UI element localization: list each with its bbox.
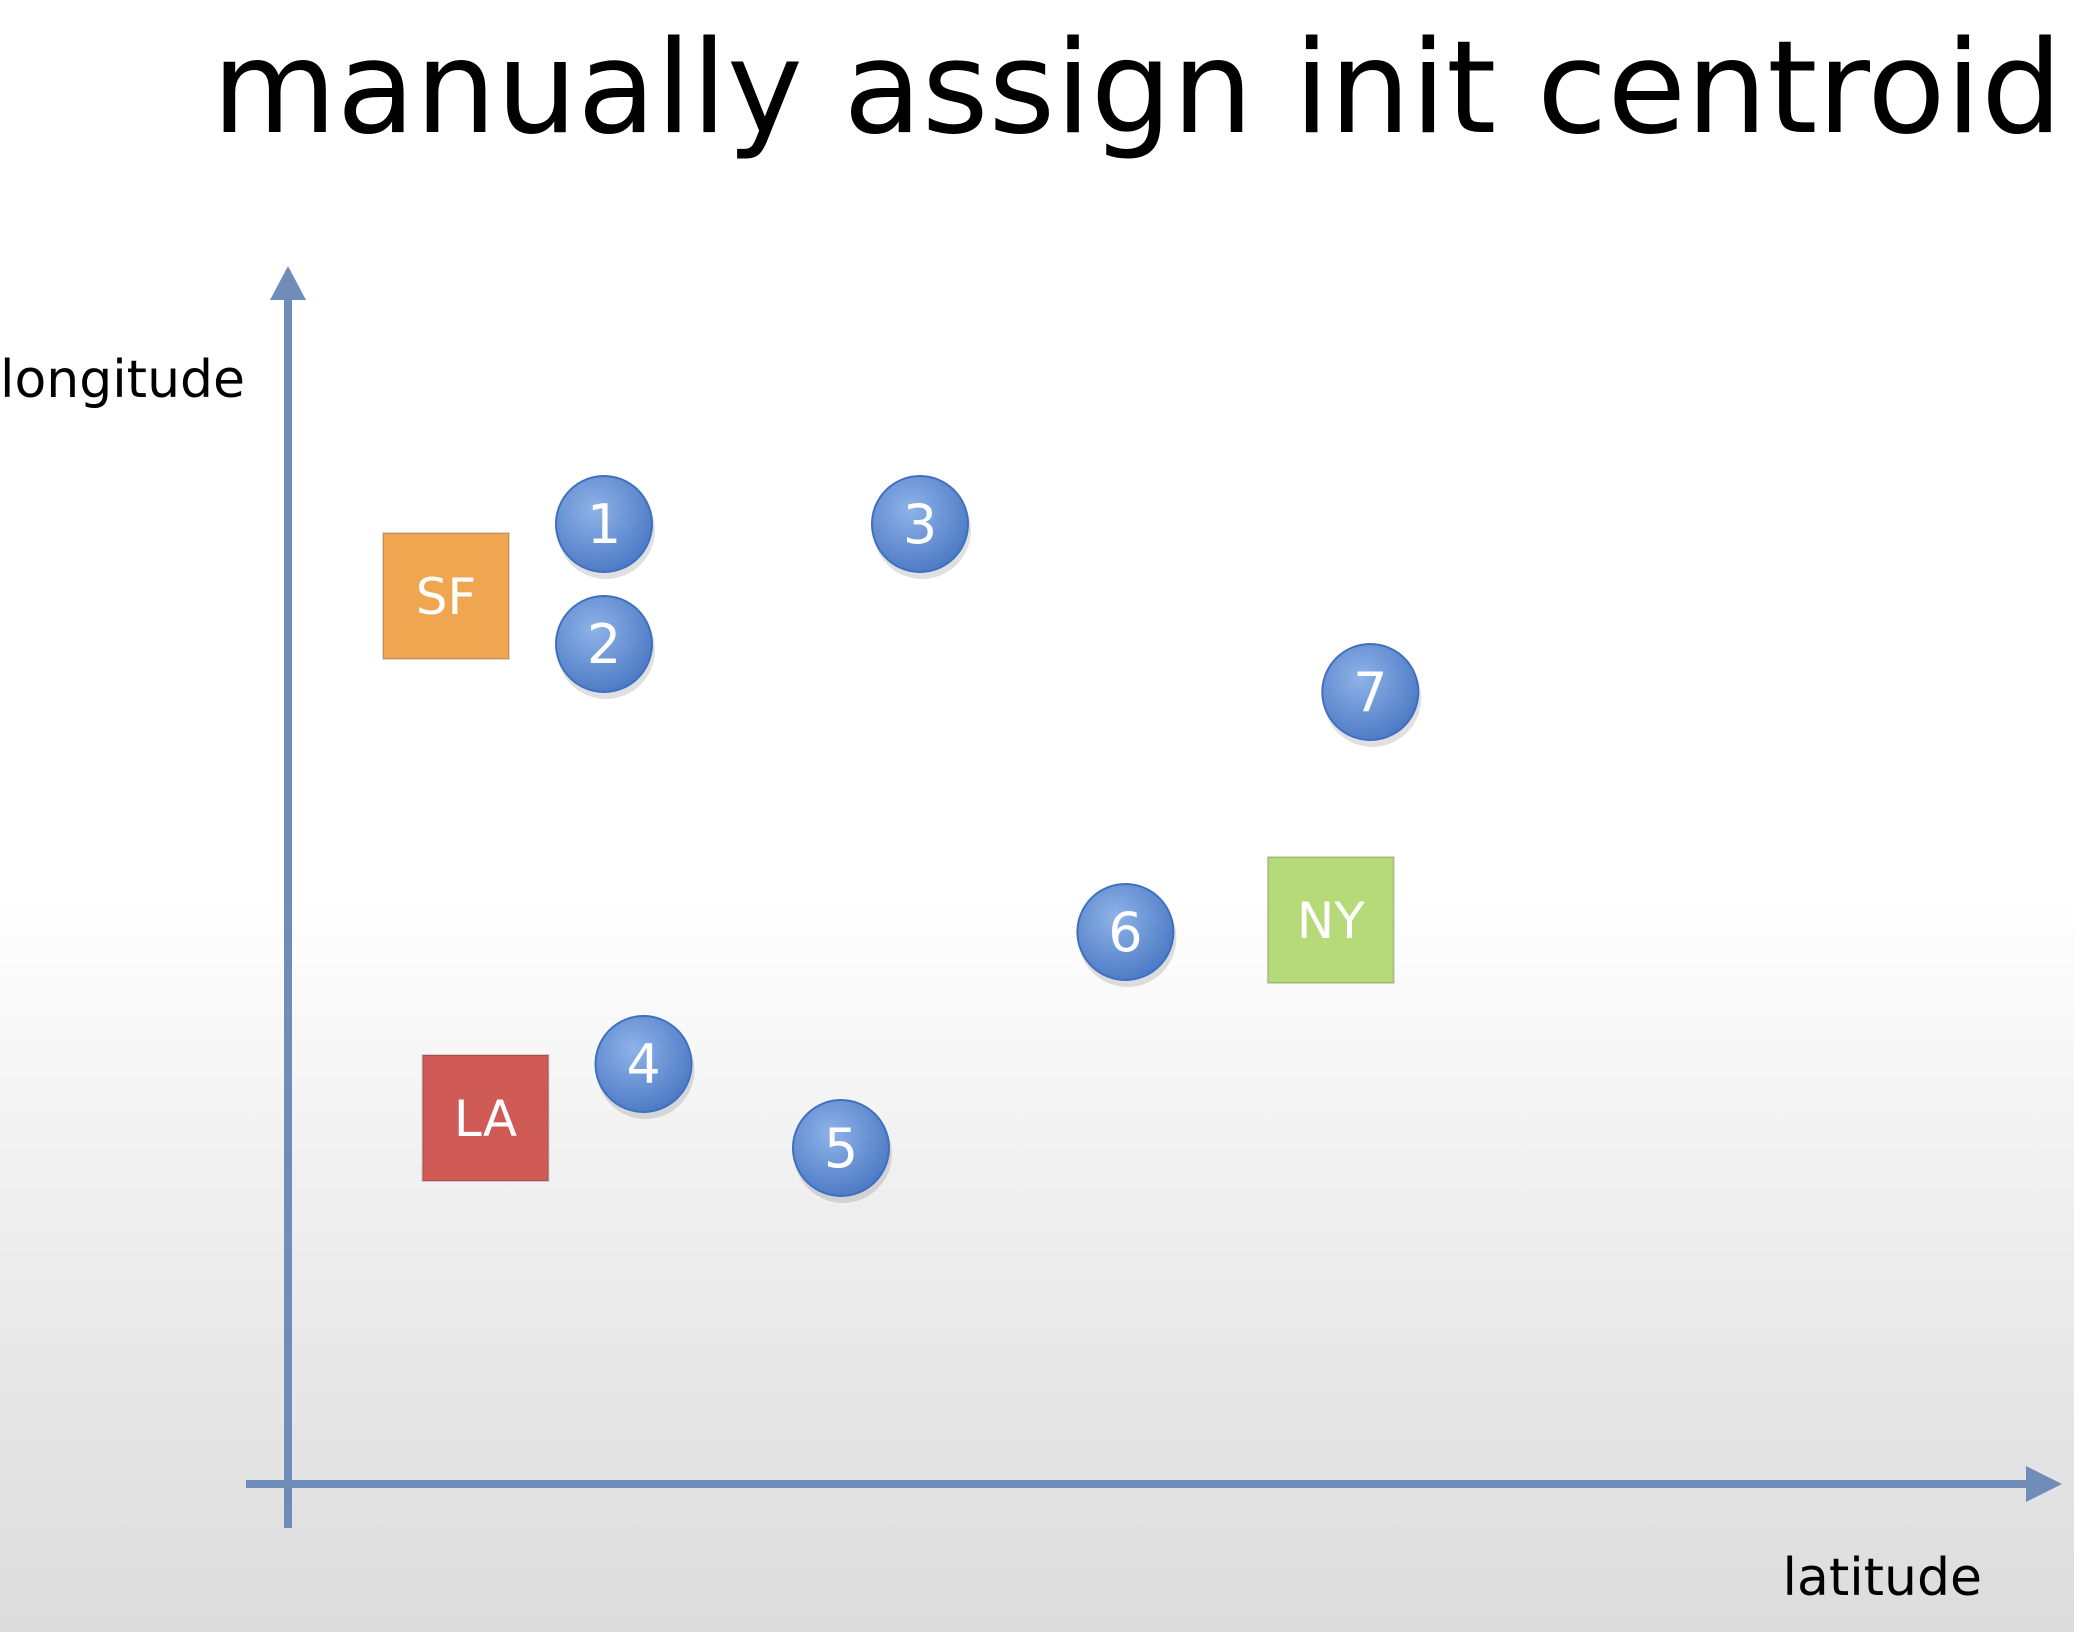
centroid-sf: SF — [382, 532, 510, 660]
data-point-1: 1 — [555, 475, 655, 579]
x-axis-arrow-icon — [2026, 1466, 2062, 1502]
data-point-5: 5 — [792, 1099, 892, 1203]
centroid-label: LA — [454, 1090, 517, 1148]
data-point-6: 6 — [1076, 883, 1177, 987]
centroid-box — [421, 1054, 550, 1182]
point-circle — [792, 1099, 890, 1197]
centroid-box — [382, 532, 510, 660]
point-label: 4 — [626, 1033, 660, 1096]
point-label: 6 — [1108, 901, 1142, 964]
point-circle — [555, 595, 653, 693]
point-circle — [594, 1015, 693, 1113]
centroid-label: NY — [1297, 892, 1365, 950]
data-point-3: 3 — [871, 475, 971, 579]
data-point-2: 2 — [555, 595, 655, 699]
slide-title: manually assign init centroid — [212, 14, 2063, 163]
y-axis-label: longitude — [0, 350, 246, 410]
data-point-7: 7 — [1321, 643, 1422, 747]
point-circle — [1321, 643, 1420, 741]
centroid-label: SF — [416, 568, 477, 626]
point-label: 7 — [1353, 661, 1387, 724]
point-label: 2 — [587, 613, 621, 676]
point-circle — [871, 475, 969, 573]
point-circle — [555, 475, 653, 573]
x-axis-label: latitude — [1782, 1548, 1983, 1608]
point-label: 3 — [903, 493, 937, 556]
centroid-ny: NY — [1266, 856, 1395, 984]
point-label: 5 — [824, 1117, 858, 1180]
data-point-4: 4 — [594, 1015, 695, 1119]
point-circle — [1076, 883, 1175, 981]
point-label: 1 — [587, 493, 621, 556]
y-axis-arrow-icon — [270, 266, 306, 300]
centroid-la: LA — [421, 1054, 550, 1182]
centroid-box — [1266, 856, 1395, 984]
